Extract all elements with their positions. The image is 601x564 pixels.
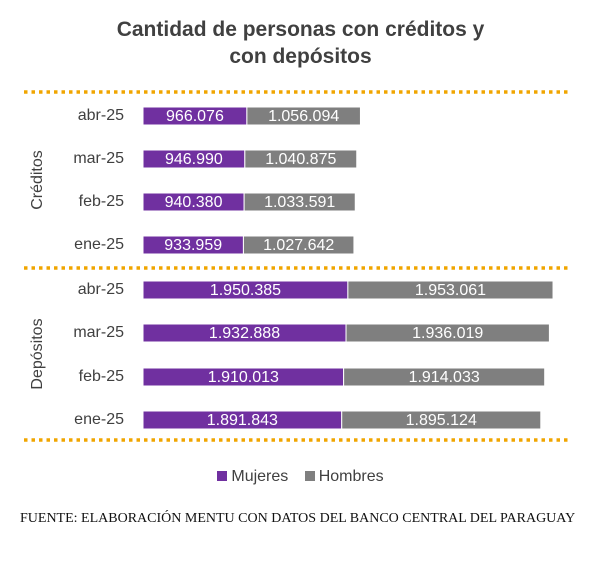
data-label-depositos-mujeres: 1.950.385	[210, 282, 281, 299]
legend-item-mujeres: Mujeres	[217, 468, 288, 486]
data-label-depositos-hombres: 1.936.019	[412, 325, 483, 342]
bar-depositos-hombres	[343, 367, 546, 387]
bar-depositos-hombres	[347, 280, 554, 300]
stacked-bar-chart: Créditos abr-25 966.076 1.056.094 mar-25 946.…	[24, 90, 568, 442]
source-note: FUENTE: ELABORACIÓN MENTU CON DATOS DEL …	[20, 511, 576, 526]
legend-label-mujeres: Mujeres	[231, 468, 289, 485]
data-label-creditos-hombres: 1.033.591	[264, 194, 335, 211]
data-label-creditos-mujeres: 946.990	[165, 151, 223, 168]
legend-swatch-hombres	[304, 471, 315, 481]
chart-title-line1: Cantidad de personas con créditos y	[116, 18, 485, 41]
data-label-depositos-mujeres: 1.932.888	[209, 325, 280, 342]
group-label-creditos: Créditos	[29, 150, 46, 210]
category-label: feb-25	[79, 368, 124, 385]
data-label-creditos-hombres: 1.040.875	[265, 151, 336, 168]
data-label-creditos-hombres: 1.027.642	[263, 237, 334, 254]
bar-depositos-hombres	[345, 323, 550, 343]
bar-creditos-hombres	[243, 192, 356, 212]
category-label: feb-25	[79, 193, 124, 210]
data-label-creditos-mujeres: 966.076	[166, 108, 224, 125]
data-label-depositos-mujeres: 1.910.013	[208, 369, 279, 386]
data-label-depositos-hombres: 1.914.033	[409, 369, 480, 386]
category-label: mar-25	[73, 150, 124, 167]
category-label: abr-25	[78, 281, 124, 298]
category-label: abr-25	[78, 107, 124, 124]
legend-item-hombres: Hombres	[304, 468, 384, 486]
category-label: mar-25	[73, 324, 124, 341]
legend-swatch-mujeres	[217, 471, 228, 481]
data-label-creditos-hombres: 1.056.094	[268, 108, 339, 125]
data-label-depositos-hombres: 1.953.061	[415, 282, 486, 299]
data-label-creditos-mujeres: 933.959	[164, 237, 222, 254]
legend: Mujeres Hombres	[0, 468, 601, 486]
data-label-depositos-hombres: 1.895.124	[406, 412, 477, 429]
bar-depositos-hombres	[341, 410, 542, 430]
category-label: ene-25	[74, 411, 124, 428]
category-label: ene-25	[74, 236, 124, 253]
group-label-depositos: Depósitos	[29, 318, 46, 389]
legend-label-hombres: Hombres	[318, 468, 384, 485]
bar-creditos-hombres	[242, 235, 355, 255]
chart-title-line2: con depósitos	[229, 45, 372, 68]
data-label-creditos-mujeres: 940.380	[165, 194, 223, 211]
data-label-depositos-mujeres: 1.891.843	[207, 412, 278, 429]
bar-creditos-hombres	[246, 106, 361, 126]
bar-creditos-hombres	[244, 149, 358, 169]
